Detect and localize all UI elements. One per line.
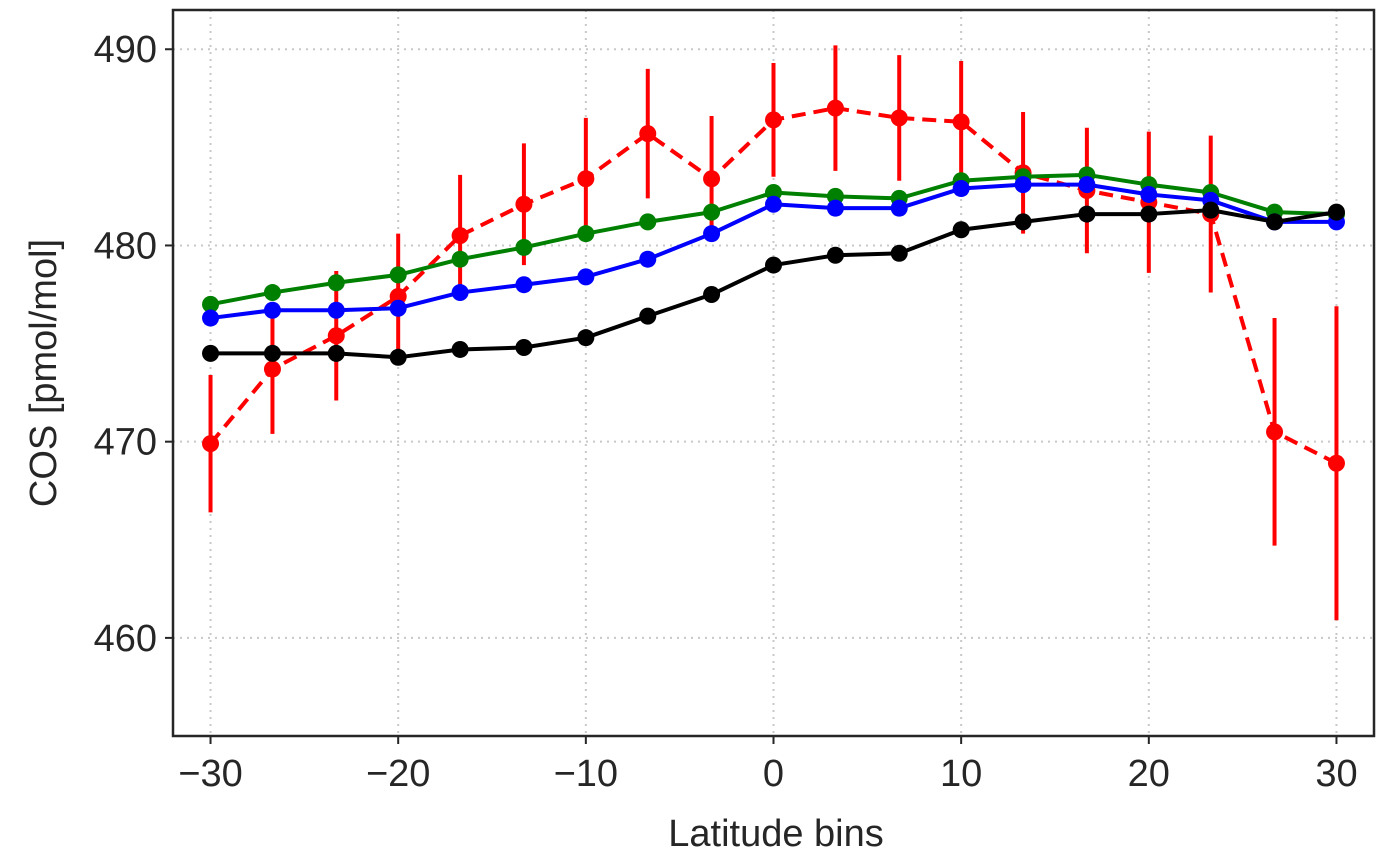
data-point [1327, 203, 1345, 221]
data-point [327, 327, 345, 345]
data-point [703, 286, 721, 304]
data-point [577, 225, 595, 243]
x-tick-label: −20 [366, 753, 430, 795]
data-point [1327, 454, 1345, 472]
data-point [826, 199, 844, 217]
series-2 [202, 176, 1345, 327]
x-tick-label: 0 [763, 753, 784, 795]
data-point [703, 225, 721, 243]
x-tick-label: 20 [1128, 753, 1170, 795]
data-point [703, 203, 721, 221]
series-0 [202, 45, 1345, 621]
data-point [515, 195, 533, 213]
data-point [952, 180, 970, 198]
x-tick-label: −30 [178, 753, 242, 795]
data-point [389, 299, 407, 317]
data-point [202, 295, 220, 313]
data-point [202, 309, 220, 327]
data-point [765, 111, 782, 129]
data-point [826, 99, 844, 117]
data-point [577, 170, 595, 188]
data-point [1266, 423, 1284, 441]
data-point [389, 266, 407, 284]
data-point [890, 109, 908, 127]
data-point [327, 301, 345, 319]
series-layer [202, 45, 1345, 621]
data-point [1014, 213, 1032, 231]
data-point [826, 246, 844, 264]
data-point [202, 435, 220, 453]
data-point [826, 187, 844, 205]
data-point [765, 256, 782, 274]
series-3 [202, 201, 1345, 366]
data-point [451, 284, 469, 302]
data-point [703, 170, 721, 188]
data-point [952, 113, 970, 131]
data-point [952, 221, 970, 239]
data-point [263, 360, 281, 378]
data-point [577, 329, 595, 347]
data-point [327, 274, 345, 292]
data-point [1266, 213, 1284, 231]
y-axis-label: COS [pmol/mol] [23, 239, 65, 507]
data-point [451, 227, 469, 245]
data-point [639, 250, 657, 268]
data-point [577, 268, 595, 286]
data-point [451, 250, 469, 268]
data-point [890, 199, 908, 217]
x-tick-label: 30 [1315, 753, 1357, 795]
data-point [1078, 205, 1096, 223]
data-point [1140, 185, 1158, 203]
data-point [515, 338, 533, 356]
data-point [263, 284, 281, 302]
data-point [639, 125, 657, 143]
data-point [515, 238, 533, 256]
x-tick-label: −10 [554, 753, 618, 795]
data-point [1014, 176, 1032, 194]
y-tick-label: 470 [94, 422, 157, 464]
data-point [451, 340, 469, 358]
y-tick-label: 480 [94, 225, 157, 267]
data-point [389, 287, 407, 305]
x-tick-label: 10 [940, 753, 982, 795]
data-point [1140, 205, 1158, 223]
data-point [639, 213, 657, 231]
x-axis-label: Latitude bins [668, 813, 884, 854]
data-point [263, 344, 281, 362]
data-point [1078, 176, 1096, 194]
data-point [765, 183, 782, 201]
axis-ticks: −30 −20 −10 0 10 20 30 460 470 480 490 [94, 29, 1358, 795]
data-point [202, 344, 220, 362]
data-point [1202, 201, 1220, 219]
y-tick-label: 460 [94, 618, 157, 660]
data-point [327, 344, 345, 362]
data-point [515, 276, 533, 294]
data-point [263, 301, 281, 319]
data-point [639, 307, 657, 325]
data-point [765, 195, 782, 213]
data-point [389, 348, 407, 366]
y-tick-label: 490 [94, 29, 157, 71]
data-point [890, 244, 908, 262]
